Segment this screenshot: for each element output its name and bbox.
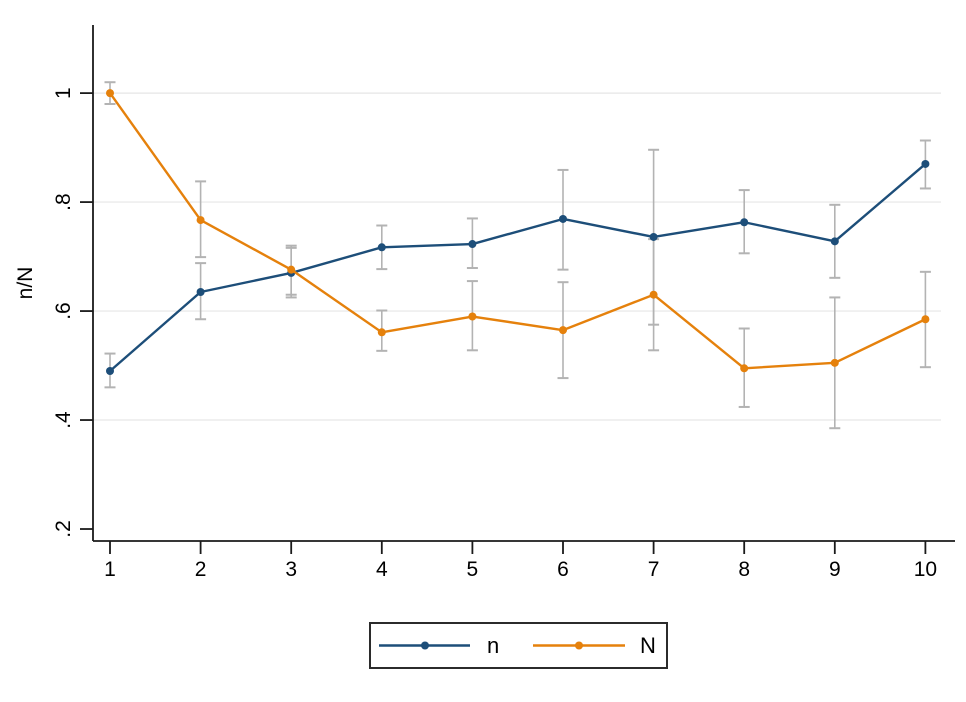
series-N-point [196, 216, 205, 225]
series-N-point [830, 358, 839, 367]
x-tick-label: 5 [467, 558, 479, 581]
series-N-point [287, 265, 296, 274]
x-tick-label: 3 [285, 558, 297, 581]
y-tick-label: .8 [52, 193, 75, 211]
legend-label-N: N [640, 633, 656, 658]
series-N-point [106, 89, 114, 98]
series-N-point [377, 328, 386, 337]
x-tick-label: 1 [104, 558, 116, 581]
error-bars-N [104, 81, 931, 430]
series-n-point [196, 287, 205, 296]
series-n-point [377, 243, 386, 252]
legend-label-n: n [487, 633, 499, 658]
series-n-point [830, 237, 839, 246]
series-N-point [559, 326, 567, 335]
gridlines [93, 92, 941, 421]
axes [80, 25, 955, 554]
x-tick-label: 9 [829, 558, 841, 581]
series-n-point [468, 240, 477, 249]
legend-key-marker-n [421, 641, 429, 650]
y-axis-title: n/N [14, 267, 37, 300]
series-n-point [106, 366, 114, 375]
series-n-markers [106, 159, 930, 375]
x-tick-label: 7 [648, 558, 660, 581]
series-N-point [468, 312, 477, 321]
y-tick-label: .2 [52, 520, 75, 538]
series-n-point [559, 214, 567, 223]
x-tick-label: 10 [914, 558, 937, 581]
y-tick-label: .4 [52, 411, 75, 429]
x-tick-label: 8 [738, 558, 750, 581]
y-tick-label: 1 [52, 87, 75, 99]
series-N-point [649, 290, 658, 299]
x-tick-label: 2 [195, 558, 207, 581]
legend-key-marker-N [575, 641, 583, 650]
series-n-point [649, 232, 658, 241]
series-N-line [109, 92, 926, 370]
error-bars-n [104, 139, 931, 389]
series-n-point [921, 159, 930, 168]
series-N-point [740, 364, 749, 373]
y-tick-label: .6 [52, 302, 75, 320]
series-N-point [921, 315, 930, 324]
x-tick-label: 4 [376, 558, 388, 581]
series-n-line [109, 163, 927, 372]
x-tick-label: 6 [557, 558, 569, 581]
series-N-markers [106, 89, 930, 373]
series-n-point [740, 218, 749, 227]
